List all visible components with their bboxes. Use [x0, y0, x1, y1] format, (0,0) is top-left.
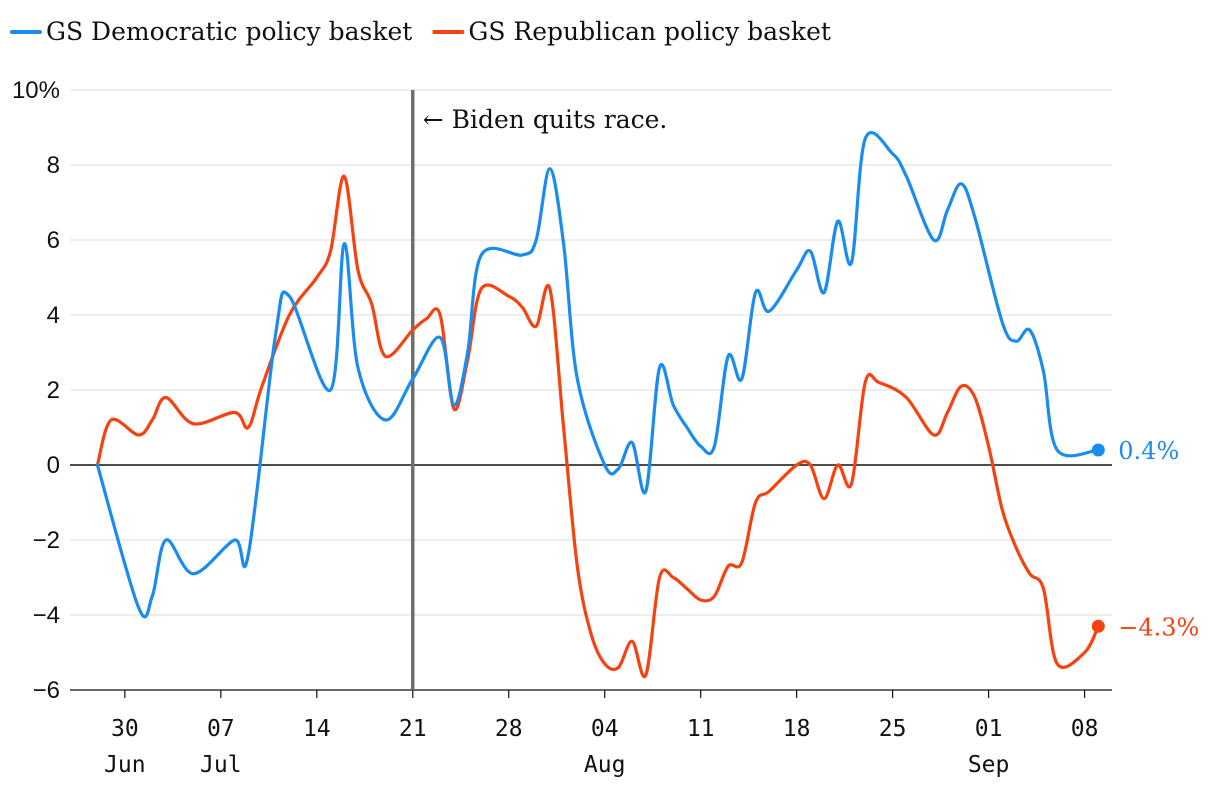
series-end-label-1: −4.3% — [1118, 613, 1199, 641]
x-tick-month-label: Jun — [104, 752, 146, 778]
x-tick-label: 18 — [783, 716, 811, 742]
annotation-text: ← Biden quits race. — [423, 105, 668, 134]
gridlines — [70, 89, 1112, 691]
x-tick-month-label: Jul — [200, 752, 242, 778]
y-tick-label: −4 — [33, 602, 60, 629]
y-tick-label: 0 — [47, 452, 60, 479]
x-tick-label: 07 — [207, 716, 235, 742]
y-tick-label: 4 — [47, 302, 60, 329]
y-tick-label: 8 — [47, 152, 60, 179]
series-line-0 — [95, 130, 1100, 619]
legend: GS Democratic policy basket GS Republican… — [10, 17, 831, 46]
annotation: ← Biden quits race. — [411, 90, 668, 690]
x-tick-label: 30 — [111, 716, 139, 742]
y-tick-label: −6 — [33, 677, 60, 704]
x-tick-label: 25 — [879, 716, 907, 742]
x-tick-label: 11 — [687, 716, 715, 742]
x-tick-month-label: Aug — [584, 752, 626, 778]
y-tick-label: 6 — [47, 227, 60, 254]
x-tick-label: 28 — [495, 716, 523, 742]
series-end-label-0: 0.4% — [1118, 437, 1179, 465]
end-labels: 0.4% −4.3% — [1091, 437, 1199, 641]
series-end-marker-1 — [1091, 619, 1105, 633]
y-tick-label: −2 — [33, 527, 60, 554]
legend-label-1: GS Republican policy basket — [468, 17, 831, 46]
y-tick-label: 10% — [12, 77, 60, 104]
x-tick-label: 04 — [591, 716, 619, 742]
x-tick-label: 01 — [975, 716, 1003, 742]
legend-label-0: GS Democratic policy basket — [46, 17, 412, 46]
series-line-1 — [95, 174, 1100, 679]
y-axis: 10% 8 6 4 2 0 −2 −4 −6 — [12, 77, 60, 704]
x-tick-month-label: Sep — [968, 752, 1010, 778]
y-tick-label: 2 — [47, 377, 60, 404]
x-tick-label: 21 — [399, 716, 427, 742]
x-tick-label: 14 — [303, 716, 331, 742]
series-lines — [95, 130, 1100, 679]
x-axis: 30 Jun 07 Jul 14 21 28 04 Aug 11 18 25 01 Sep 08 — [70, 689, 1112, 778]
x-tick-label: 08 — [1071, 716, 1099, 742]
series-end-marker-0 — [1091, 443, 1105, 457]
